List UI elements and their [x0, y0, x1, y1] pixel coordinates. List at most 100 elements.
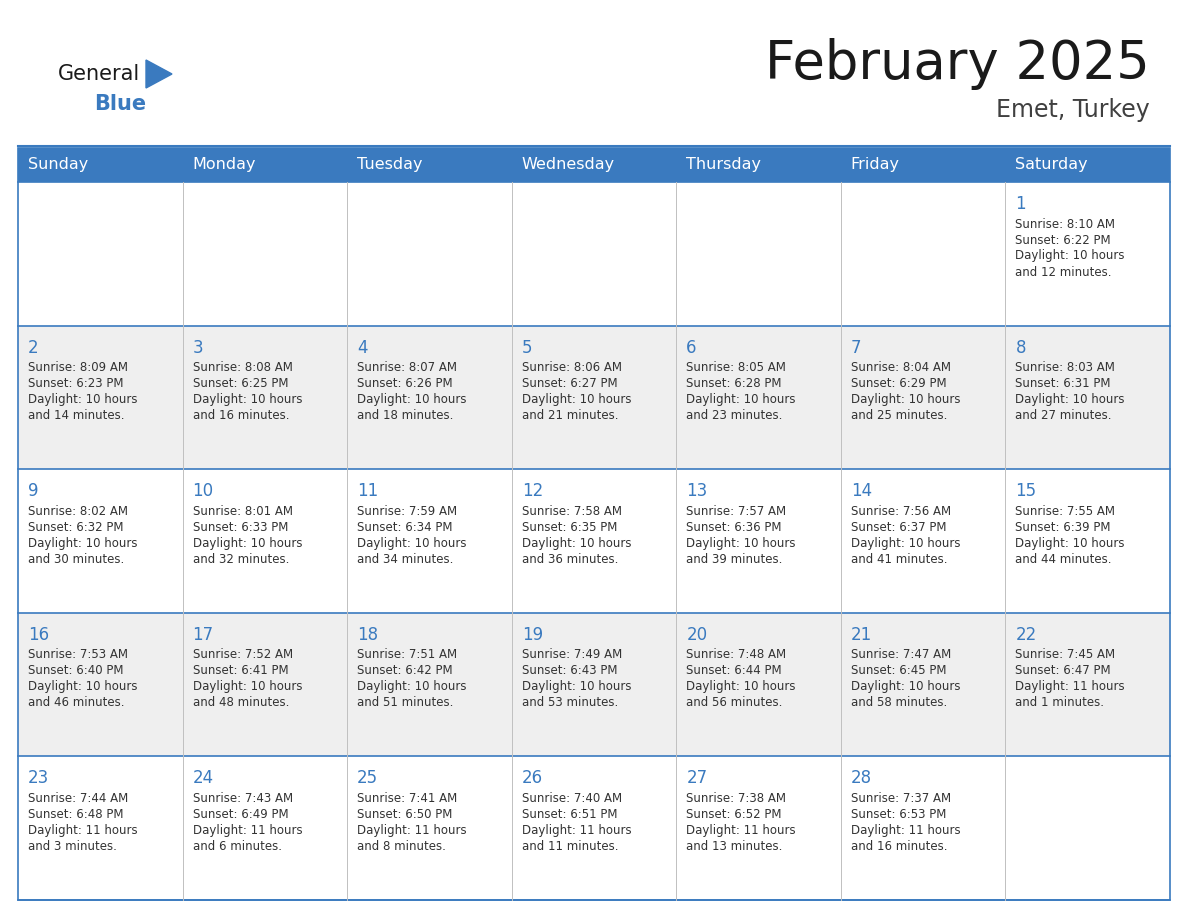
Text: and 16 minutes.: and 16 minutes. [851, 840, 947, 853]
Text: Sunrise: 8:09 AM: Sunrise: 8:09 AM [29, 361, 128, 375]
Text: 19: 19 [522, 626, 543, 644]
Text: and 13 minutes.: and 13 minutes. [687, 840, 783, 853]
Text: 1: 1 [1016, 195, 1026, 213]
Text: Daylight: 10 hours: Daylight: 10 hours [29, 393, 138, 406]
Text: Sunset: 6:36 PM: Sunset: 6:36 PM [687, 521, 782, 533]
Text: Sunset: 6:45 PM: Sunset: 6:45 PM [851, 665, 947, 677]
Bar [18, 182, 1170, 326]
Text: 22: 22 [1016, 626, 1037, 644]
Text: and 16 minutes.: and 16 minutes. [192, 409, 289, 422]
Text: 27: 27 [687, 769, 707, 788]
Text: Sunrise: 7:53 AM: Sunrise: 7:53 AM [29, 648, 128, 661]
Text: Sunset: 6:52 PM: Sunset: 6:52 PM [687, 808, 782, 821]
Text: 23: 23 [29, 769, 49, 788]
Text: and 3 minutes.: and 3 minutes. [29, 840, 116, 853]
Text: Sunrise: 7:48 AM: Sunrise: 7:48 AM [687, 648, 786, 661]
Text: and 25 minutes.: and 25 minutes. [851, 409, 947, 422]
Text: Sunrise: 7:37 AM: Sunrise: 7:37 AM [851, 792, 950, 805]
Text: 28: 28 [851, 769, 872, 788]
Text: Daylight: 10 hours: Daylight: 10 hours [358, 537, 467, 550]
Text: 15: 15 [1016, 482, 1037, 500]
Text: and 1 minutes.: and 1 minutes. [1016, 696, 1105, 710]
Text: Sunset: 6:37 PM: Sunset: 6:37 PM [851, 521, 947, 533]
Text: Daylight: 10 hours: Daylight: 10 hours [851, 680, 960, 693]
Text: Daylight: 10 hours: Daylight: 10 hours [1016, 393, 1125, 406]
Text: Sunset: 6:28 PM: Sunset: 6:28 PM [687, 377, 782, 390]
Text: Sunrise: 7:38 AM: Sunrise: 7:38 AM [687, 792, 786, 805]
Text: Daylight: 10 hours: Daylight: 10 hours [29, 537, 138, 550]
Text: Sunset: 6:27 PM: Sunset: 6:27 PM [522, 377, 618, 390]
Text: Sunrise: 8:03 AM: Sunrise: 8:03 AM [1016, 361, 1116, 375]
Text: and 48 minutes.: and 48 minutes. [192, 696, 289, 710]
Text: Friday: Friday [851, 158, 899, 173]
Text: and 27 minutes.: and 27 minutes. [1016, 409, 1112, 422]
Text: and 53 minutes.: and 53 minutes. [522, 696, 618, 710]
Text: 3: 3 [192, 339, 203, 356]
Text: Sunset: 6:25 PM: Sunset: 6:25 PM [192, 377, 287, 390]
Text: Sunrise: 7:45 AM: Sunrise: 7:45 AM [1016, 648, 1116, 661]
Text: 16: 16 [29, 626, 49, 644]
Text: Sunrise: 7:51 AM: Sunrise: 7:51 AM [358, 648, 457, 661]
Text: Daylight: 10 hours: Daylight: 10 hours [687, 537, 796, 550]
Text: 6: 6 [687, 339, 697, 356]
Text: Sunrise: 7:55 AM: Sunrise: 7:55 AM [1016, 505, 1116, 518]
Text: 8: 8 [1016, 339, 1026, 356]
Text: Sunset: 6:23 PM: Sunset: 6:23 PM [29, 377, 124, 390]
Text: 21: 21 [851, 626, 872, 644]
Text: Sunrise: 7:47 AM: Sunrise: 7:47 AM [851, 648, 952, 661]
Text: and 18 minutes.: and 18 minutes. [358, 409, 454, 422]
Text: 25: 25 [358, 769, 378, 788]
Text: Daylight: 10 hours: Daylight: 10 hours [29, 680, 138, 693]
Text: Sunrise: 7:40 AM: Sunrise: 7:40 AM [522, 792, 621, 805]
Text: and 41 minutes.: and 41 minutes. [851, 553, 947, 565]
Text: Sunset: 6:43 PM: Sunset: 6:43 PM [522, 665, 618, 677]
Text: 2: 2 [29, 339, 39, 356]
Bar [18, 756, 1170, 900]
Text: Sunset: 6:39 PM: Sunset: 6:39 PM [1016, 521, 1111, 533]
Text: Sunset: 6:51 PM: Sunset: 6:51 PM [522, 808, 618, 821]
Text: Tuesday: Tuesday [358, 158, 423, 173]
Text: and 46 minutes.: and 46 minutes. [29, 696, 125, 710]
Text: 18: 18 [358, 626, 378, 644]
Text: Sunset: 6:50 PM: Sunset: 6:50 PM [358, 808, 453, 821]
Text: Daylight: 10 hours: Daylight: 10 hours [192, 537, 302, 550]
Text: 12: 12 [522, 482, 543, 500]
Text: Sunrise: 7:56 AM: Sunrise: 7:56 AM [851, 505, 950, 518]
Text: Sunrise: 7:57 AM: Sunrise: 7:57 AM [687, 505, 786, 518]
Text: 10: 10 [192, 482, 214, 500]
Text: 24: 24 [192, 769, 214, 788]
Text: Sunrise: 7:49 AM: Sunrise: 7:49 AM [522, 648, 623, 661]
Text: Sunrise: 8:05 AM: Sunrise: 8:05 AM [687, 361, 786, 375]
Text: Sunset: 6:44 PM: Sunset: 6:44 PM [687, 665, 782, 677]
Text: 7: 7 [851, 339, 861, 356]
Text: Daylight: 11 hours: Daylight: 11 hours [1016, 680, 1125, 693]
Text: and 34 minutes.: and 34 minutes. [358, 553, 454, 565]
Text: Blue: Blue [94, 94, 146, 114]
Text: Daylight: 10 hours: Daylight: 10 hours [522, 537, 631, 550]
Text: Daylight: 10 hours: Daylight: 10 hours [851, 393, 960, 406]
Text: Sunrise: 8:04 AM: Sunrise: 8:04 AM [851, 361, 950, 375]
Text: Sunset: 6:31 PM: Sunset: 6:31 PM [1016, 377, 1111, 390]
Text: Sunset: 6:53 PM: Sunset: 6:53 PM [851, 808, 946, 821]
Text: 20: 20 [687, 626, 707, 644]
Text: and 6 minutes.: and 6 minutes. [192, 840, 282, 853]
Text: and 56 minutes.: and 56 minutes. [687, 696, 783, 710]
Text: Sunrise: 7:58 AM: Sunrise: 7:58 AM [522, 505, 621, 518]
Text: and 32 minutes.: and 32 minutes. [192, 553, 289, 565]
Text: Daylight: 10 hours: Daylight: 10 hours [522, 393, 631, 406]
Text: and 51 minutes.: and 51 minutes. [358, 696, 454, 710]
Text: Daylight: 10 hours: Daylight: 10 hours [851, 537, 960, 550]
Text: Sunrise: 7:44 AM: Sunrise: 7:44 AM [29, 792, 128, 805]
Bar [18, 148, 1170, 900]
Text: Daylight: 10 hours: Daylight: 10 hours [687, 393, 796, 406]
Text: Wednesday: Wednesday [522, 158, 615, 173]
Text: and 11 minutes.: and 11 minutes. [522, 840, 618, 853]
Text: and 21 minutes.: and 21 minutes. [522, 409, 618, 422]
Text: Sunrise: 7:43 AM: Sunrise: 7:43 AM [192, 792, 292, 805]
Bar [18, 613, 1170, 756]
Text: and 36 minutes.: and 36 minutes. [522, 553, 618, 565]
Bar [18, 469, 1170, 613]
Bar [18, 148, 1170, 182]
Text: Daylight: 10 hours: Daylight: 10 hours [358, 680, 467, 693]
Text: Sunset: 6:33 PM: Sunset: 6:33 PM [192, 521, 287, 533]
